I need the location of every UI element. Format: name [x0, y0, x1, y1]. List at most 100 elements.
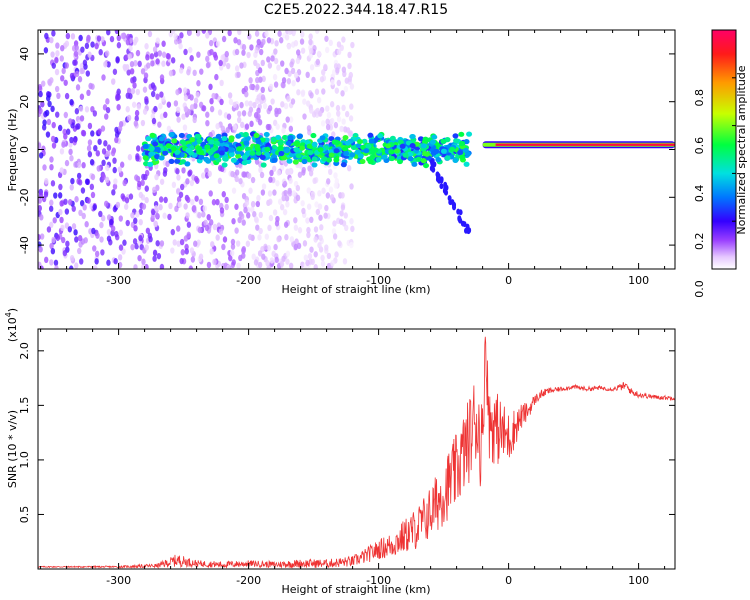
- heatmap-noise-cell: [258, 48, 264, 56]
- heatmap-band-cell: [245, 150, 252, 156]
- heatmap-noise-cell: [74, 70, 80, 78]
- heatmap-noise-cell: [131, 101, 137, 108]
- heatmap-band-cell: [340, 162, 347, 168]
- heatmap-noise-cell: [261, 253, 266, 260]
- heatmap-noise-cell: [324, 35, 329, 42]
- heatmap-branch-cell: [447, 195, 452, 202]
- heatmap-noise-cell: [257, 67, 263, 74]
- heatmap-noise-cell: [140, 119, 146, 127]
- heatmap-noise-cell: [135, 155, 140, 162]
- heatmap-band-cell: [393, 148, 400, 154]
- heatmap-noise-cell: [230, 238, 236, 246]
- heatmap-noise-cell: [224, 55, 229, 63]
- heatmap-noise-cell: [266, 37, 272, 44]
- heatmap-noise-cell: [265, 260, 270, 267]
- heatmap-noise-cell: [55, 111, 60, 118]
- heatmap-noise-cell: [198, 198, 204, 206]
- chart-title: C2E5.2022.344.18.47.R15: [264, 2, 448, 18]
- heatmap-noise-cell: [233, 37, 238, 44]
- heatmap-noise-cell: [285, 250, 291, 257]
- heatmap-noise-cell: [116, 42, 122, 49]
- heatmap-noise-cell: [134, 36, 139, 43]
- heatmap-band-cell: [235, 133, 242, 139]
- heatmap-noise-cell: [89, 159, 95, 166]
- heatmap-band-cell: [185, 147, 192, 153]
- heatmap-band-cell: [218, 150, 225, 156]
- heatmap-noise-cell: [273, 81, 279, 88]
- snr-ytick-label: 1.0: [18, 451, 31, 469]
- heatmap-noise-cell: [231, 259, 236, 266]
- heatmap-noise-cell: [251, 253, 256, 260]
- heatmap-noise-cell: [224, 196, 229, 204]
- heatmap-noise-cell: [313, 236, 318, 243]
- heatmap-noise-cell: [159, 74, 165, 81]
- heatmap-noise-cell: [245, 240, 251, 247]
- heatmap-band-cell: [198, 149, 205, 156]
- heatmap-noise-cell: [343, 85, 349, 93]
- heatmap-band-cell: [368, 138, 375, 144]
- heatmap-noise-cell: [93, 265, 98, 269]
- heatmap-noise-cell: [64, 222, 70, 229]
- heatmap-band-cell: [213, 153, 220, 159]
- heatmap-band-cell: [333, 148, 340, 154]
- spectrogram-ylabel: Frequency (Hz): [6, 109, 19, 192]
- heatmap-noise-cell: [349, 241, 354, 249]
- heatmap-noise-cell: [133, 60, 138, 67]
- heatmap-noise-cell: [78, 105, 84, 112]
- heatmap-band-cell: [242, 131, 249, 138]
- heatmap-noise-cell: [49, 163, 54, 171]
- heatmap-noise-cell: [336, 116, 342, 123]
- heatmap-noise-cell: [101, 173, 106, 181]
- heatmap-branch-cell: [456, 208, 461, 215]
- heatmap-noise-cell: [166, 101, 172, 108]
- heatmap-noise-cell: [94, 250, 100, 258]
- heatmap-noise-cell: [189, 179, 195, 187]
- heatmap-noise-cell: [209, 48, 214, 56]
- heatmap-noise-cell: [63, 198, 68, 205]
- heatmap-noise-cell: [73, 161, 78, 168]
- heatmap-noise-cell: [188, 46, 193, 54]
- snr-xlabel: Height of straight line (km): [281, 583, 430, 596]
- heatmap-noise-cell: [349, 103, 354, 110]
- heatmap-band-cell: [407, 156, 414, 162]
- heatmap-noise-cell: [128, 193, 134, 200]
- heatmap-noise-cell: [133, 217, 138, 224]
- heatmap-band-cell: [198, 154, 205, 160]
- heatmap-noise-cell: [297, 171, 303, 178]
- heatmap-noise-cell: [306, 231, 311, 239]
- heatmap-noise-cell: [239, 121, 245, 129]
- heatmap-noise-cell: [76, 161, 82, 169]
- heatmap-noise-cell: [248, 100, 253, 107]
- heatmap-noise-cell: [74, 236, 79, 243]
- heatmap-noise-cell: [255, 224, 260, 231]
- heatmap-noise-cell: [260, 94, 266, 101]
- heatmap-noise-cell: [80, 46, 85, 53]
- heatmap-noise-cell: [300, 200, 305, 207]
- heatmap-noise-cell: [126, 87, 132, 95]
- heatmap-noise-cell: [222, 236, 228, 243]
- heatmap-noise-cell: [281, 127, 286, 134]
- heatmap-noise-cell: [104, 200, 109, 207]
- heatmap-noise-cell: [75, 84, 81, 91]
- heatmap-noise-cell: [100, 36, 105, 43]
- heatmap-noise-cell: [300, 89, 306, 96]
- heatmap-noise-cell: [255, 83, 260, 91]
- heatmap-noise-cell: [43, 191, 49, 198]
- spectrogram-ytick-label: 40: [18, 47, 31, 61]
- heatmap-noise-cell: [325, 123, 331, 131]
- heatmap-noise-cell: [49, 242, 54, 250]
- heatmap-noise-cell: [112, 183, 118, 190]
- heatmap-noise-cell: [87, 51, 92, 58]
- heatmap-noise-cell: [196, 80, 201, 87]
- heatmap-noise-cell: [297, 227, 303, 234]
- heatmap-noise-cell: [243, 85, 249, 93]
- heatmap-noise-cell: [332, 233, 338, 240]
- heatmap-noise-cell: [219, 98, 224, 106]
- heatmap-noise-cell: [171, 181, 177, 189]
- heatmap-noise-cell: [295, 194, 301, 202]
- heatmap-noise-cell: [106, 61, 111, 68]
- heatmap-noise-cell: [63, 111, 69, 119]
- heatmap-noise-cell: [142, 108, 148, 115]
- heatmap-band-cell: [389, 135, 396, 141]
- heatmap-noise-cell: [81, 212, 86, 220]
